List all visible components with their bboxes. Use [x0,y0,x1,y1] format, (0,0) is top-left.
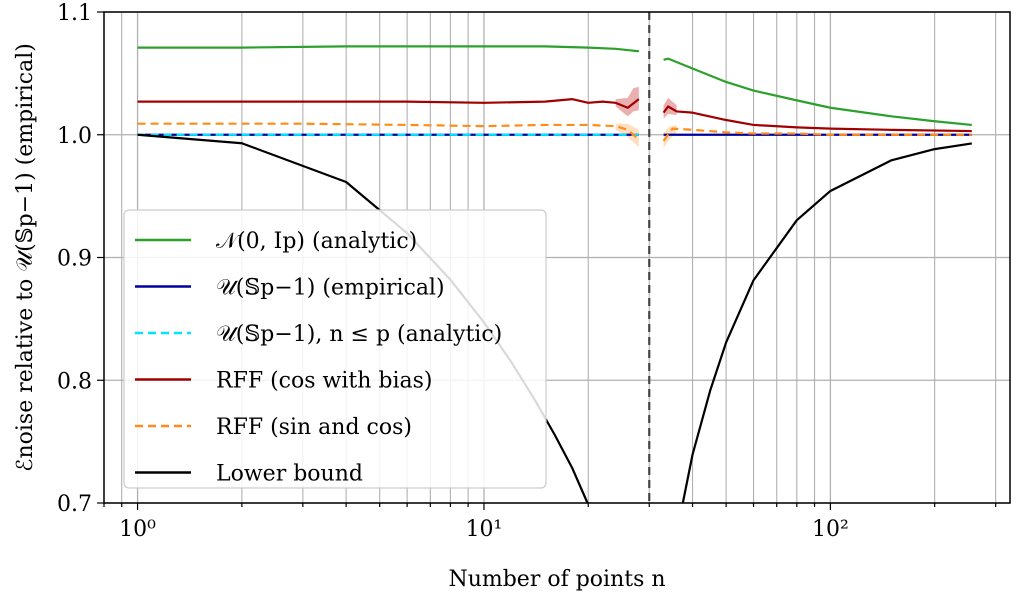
x-axis-label: Number of points n [448,567,665,592]
series-line [663,57,972,127]
legend-label: RFF (cos with bias) [216,369,433,394]
y-tick-label: 0.8 [57,369,92,394]
series-line [681,142,972,504]
legend-label: 𝒰(𝕊p−1), n ≤ p (analytic) [216,322,502,347]
y-tick-label: 1.0 [57,124,92,149]
x-tick-label: 10¹ [466,517,503,542]
y-tick-label: 0.9 [57,247,92,272]
series-line [137,98,640,109]
x-tick-label: 10⁰ [119,517,156,542]
x-tick-labels: 10⁰ 10¹ 10² [119,517,849,542]
series-line [137,45,639,53]
series-line [662,105,972,133]
y-tick-label: 1.1 [57,1,92,26]
axis-ticks [97,11,997,510]
confidence-band [615,86,639,117]
series-line [137,122,640,141]
legend-label: RFF (sin and cos) [216,415,412,440]
series-line [662,127,972,142]
confidence-band [663,124,677,149]
legend-box [123,209,547,489]
y-tick-label: 0.7 [57,492,92,517]
x-tick-label: 10² [812,517,849,542]
legend-label: 𝒰(𝕊p−1) (empirical) [216,276,445,301]
legend-label: 𝒩(0, Ip) (analytic) [216,229,417,254]
y-tick-labels: 0.7 0.8 0.9 1.0 1.1 [57,1,92,517]
y-axis-label: ℰnoise relative to 𝒰(𝕊p−1) (empirical) [13,43,38,472]
legend-label: Lower bound [216,462,363,487]
legend: 𝒩(0, Ip) (analytic) 𝒰(𝕊p−1) (empirical) 𝒰(… [123,209,547,489]
